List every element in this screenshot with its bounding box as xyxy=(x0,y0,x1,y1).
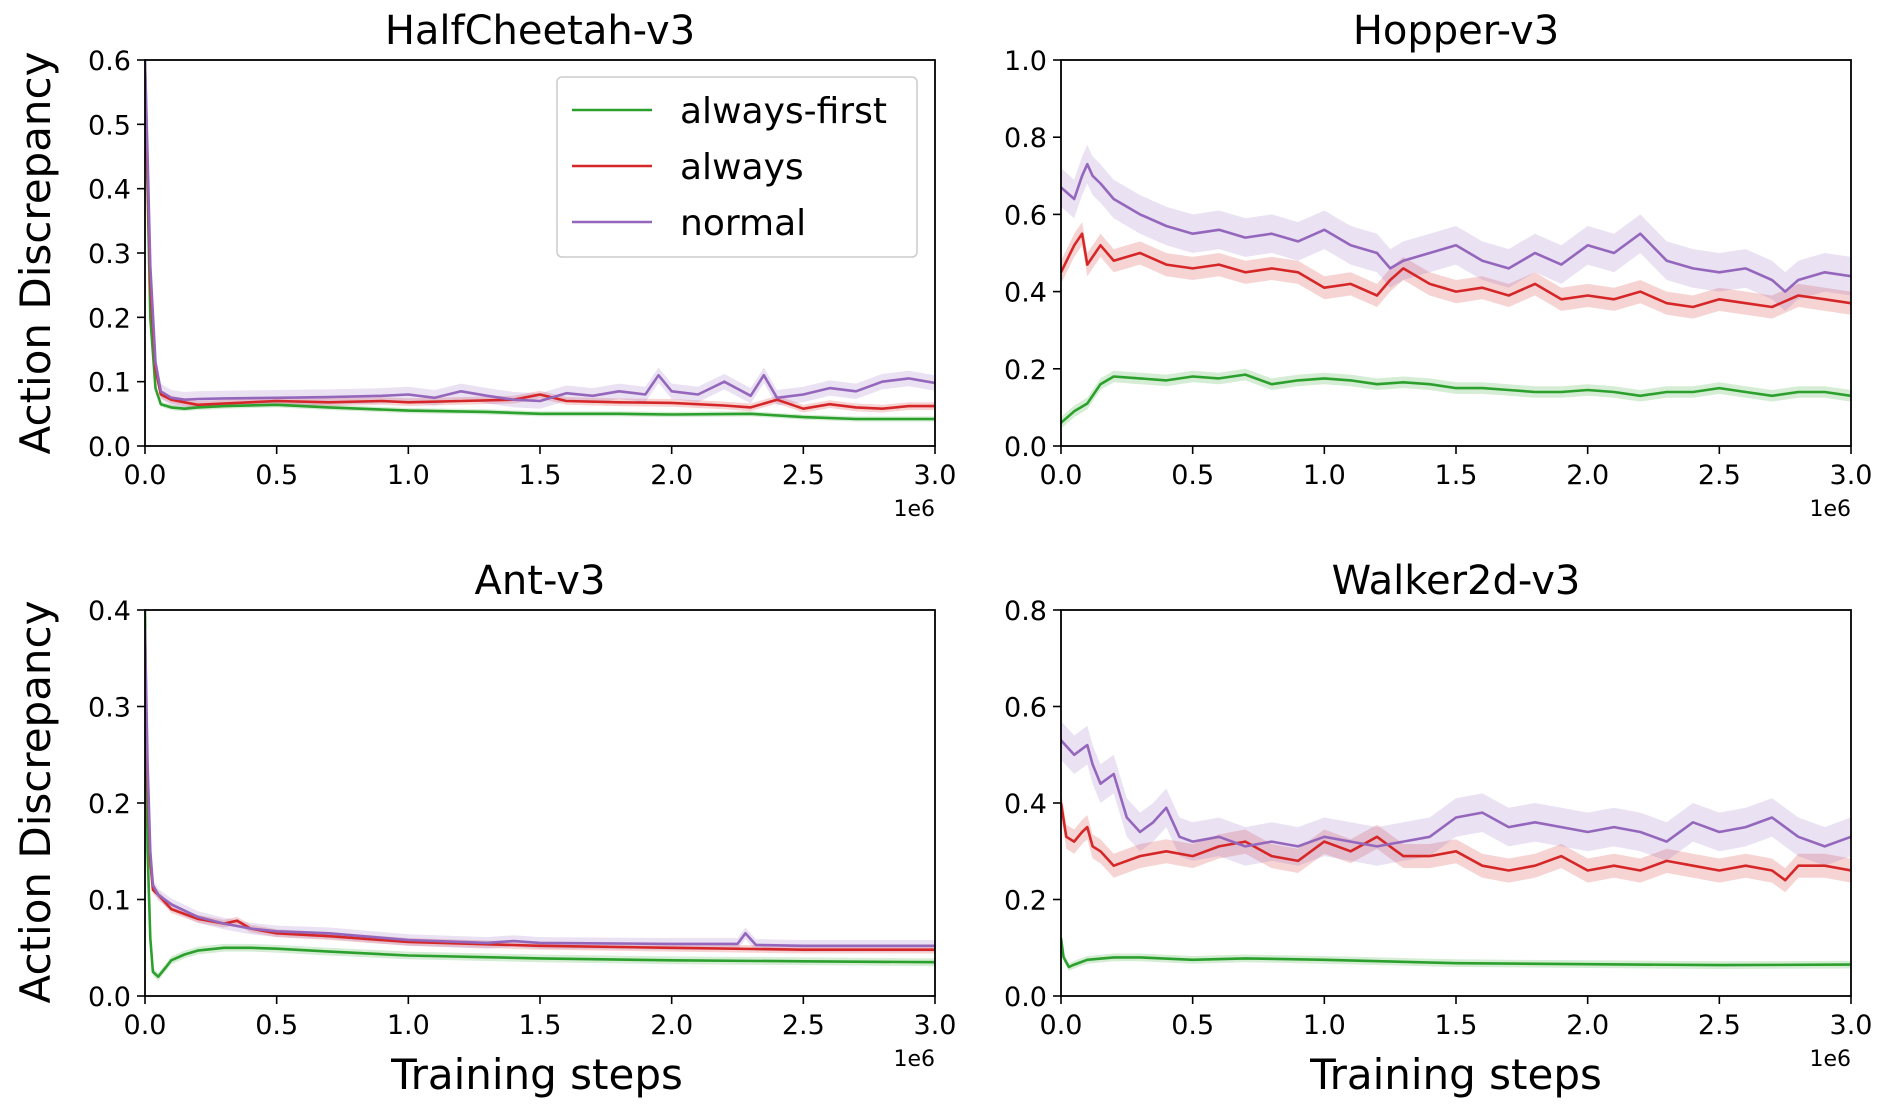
x-axis-label-left: Training steps xyxy=(390,1050,683,1099)
x-tick-label: 1.5 xyxy=(519,460,562,491)
x-tick-label: 0.0 xyxy=(124,1010,167,1041)
series-line-always xyxy=(1061,232,1851,309)
x-tick-label: 1.5 xyxy=(1435,460,1478,491)
x-tick-label: 2.0 xyxy=(1566,460,1609,491)
y-tick-label: 0.0 xyxy=(88,432,131,463)
legend-label-always: always xyxy=(680,147,804,188)
series-band-always-first xyxy=(1061,368,1851,429)
x-tick-label: 2.0 xyxy=(1566,1010,1609,1041)
x-tick-label: 1.5 xyxy=(1435,1010,1478,1041)
panel-hopper: Hopper-v3 0.0 0.5 1.0 1.5 2.0 2.5 3.0 1e6 0.0 0.2 0… xyxy=(1004,8,1872,522)
y-tick-label: 0.2 xyxy=(1004,886,1047,917)
series-line-normal xyxy=(145,629,935,948)
panel-walker2d: Walker2d-v3 0.0 0.5 1.0 1.5 2.0 2.5 3.0 1e6 0.0 0.… xyxy=(1004,558,1872,1072)
x-tick-label: 0.5 xyxy=(255,460,298,491)
series-band-always xyxy=(1061,222,1851,319)
chart-title: Ant-v3 xyxy=(475,558,606,604)
x-tick-label: 3.0 xyxy=(1830,460,1873,491)
x-tick-label: 0.5 xyxy=(1171,1010,1214,1041)
y-tick-label: 0.4 xyxy=(1004,789,1047,820)
series-band-always-first xyxy=(1061,934,1851,971)
plot-area xyxy=(1061,144,1851,429)
series-line-always-first xyxy=(1061,937,1851,969)
x-offset-label: 1e6 xyxy=(893,1047,935,1072)
x-tick-label: 2.0 xyxy=(650,1010,693,1041)
y-tick-label: 0.6 xyxy=(88,46,131,77)
plot-area xyxy=(145,610,935,981)
y-tick-label: 0.2 xyxy=(88,789,131,820)
chart-title: HalfCheetah-v3 xyxy=(385,8,695,54)
x-tick-label: 2.5 xyxy=(782,460,825,491)
x-offset-label: 1e6 xyxy=(1809,1047,1851,1072)
x-tick-label: 1.0 xyxy=(1303,460,1346,491)
x-tick-label: 0.0 xyxy=(1040,1010,1083,1041)
y-tick-label: 0.1 xyxy=(88,886,131,917)
y-tick-label: 0.8 xyxy=(1004,123,1047,154)
y-tick-label: 0.3 xyxy=(88,693,131,724)
legend-label-normal: normal xyxy=(680,203,806,244)
legend-label-always-first: always-first xyxy=(680,91,887,132)
y-axis-label-top: Action Discrepancy xyxy=(11,51,60,454)
plot-area xyxy=(145,60,935,422)
y-tick-label: 0.4 xyxy=(1004,278,1047,309)
y-tick-label: 0.4 xyxy=(88,175,131,206)
x-offset-label: 1e6 xyxy=(893,497,935,522)
legend: always-first always normal xyxy=(556,76,918,258)
series-line-normal xyxy=(145,60,935,403)
x-tick-label: 0.0 xyxy=(1040,460,1083,491)
series-band-normal xyxy=(1061,721,1851,866)
x-tick-label: 0.0 xyxy=(124,460,167,491)
x-tick-label: 0.5 xyxy=(1171,460,1214,491)
x-tick-label: 3.0 xyxy=(1830,1010,1873,1041)
series-line-always xyxy=(1061,802,1851,882)
panel-halfcheetah: HalfCheetah-v3 0.0 0.5 1.0 1.5 2.0 2.5 3.0 1e6 0.… xyxy=(88,8,956,522)
y-tick-label: 0.0 xyxy=(1004,982,1047,1013)
chart-title: Walker2d-v3 xyxy=(1332,558,1581,604)
x-tick-label: 2.5 xyxy=(782,1010,825,1041)
x-tick-label: 0.5 xyxy=(255,1010,298,1041)
x-tick-label: 3.0 xyxy=(914,460,957,491)
y-tick-label: 0.6 xyxy=(1004,200,1047,231)
y-axis-label-bottom: Action Discrepancy xyxy=(11,600,60,1003)
series-line-always-first xyxy=(1061,373,1851,424)
y-tick-label: 0.2 xyxy=(88,303,131,334)
series-line-normal xyxy=(1061,739,1851,848)
y-tick-label: 0.0 xyxy=(88,982,131,1013)
x-tick-label: 2.5 xyxy=(1698,1010,1741,1041)
x-tick-label: 1.0 xyxy=(1303,1010,1346,1041)
y-tick-label: 0.1 xyxy=(88,368,131,399)
y-tick-label: 0.6 xyxy=(1004,693,1047,724)
chart-title: Hopper-v3 xyxy=(1353,8,1559,54)
x-tick-label: 1.0 xyxy=(387,1010,430,1041)
series-band-normal xyxy=(145,623,935,952)
x-tick-label: 1.0 xyxy=(387,460,430,491)
x-offset-label: 1e6 xyxy=(1809,497,1851,522)
x-tick-label: 2.5 xyxy=(1698,460,1741,491)
series-line-always-first xyxy=(145,60,935,421)
series-line-always xyxy=(145,92,935,411)
legend-box xyxy=(556,76,918,258)
x-tick-label: 1.5 xyxy=(519,1010,562,1041)
y-tick-label: 0.5 xyxy=(88,110,131,141)
y-tick-label: 0.4 xyxy=(88,596,131,627)
x-axis-label-right: Training steps xyxy=(1309,1050,1602,1099)
series-line-normal xyxy=(1061,162,1851,293)
y-tick-label: 0.0 xyxy=(1004,432,1047,463)
series-band-normal xyxy=(1061,144,1851,311)
y-tick-label: 1.0 xyxy=(1004,46,1047,77)
plot-area xyxy=(1061,721,1851,971)
y-tick-label: 0.3 xyxy=(88,239,131,270)
y-tick-label: 0.2 xyxy=(1004,355,1047,386)
x-tick-label: 3.0 xyxy=(914,1010,957,1041)
panel-ant: Ant-v3 0.0 0.5 1.0 1.5 2.0 2.5 3.0 1e6 0.0 0.1 0.2 0… xyxy=(88,558,956,1072)
x-tick-label: 2.0 xyxy=(650,460,693,491)
series-line-always-first xyxy=(145,610,935,979)
y-tick-label: 0.8 xyxy=(1004,596,1047,627)
